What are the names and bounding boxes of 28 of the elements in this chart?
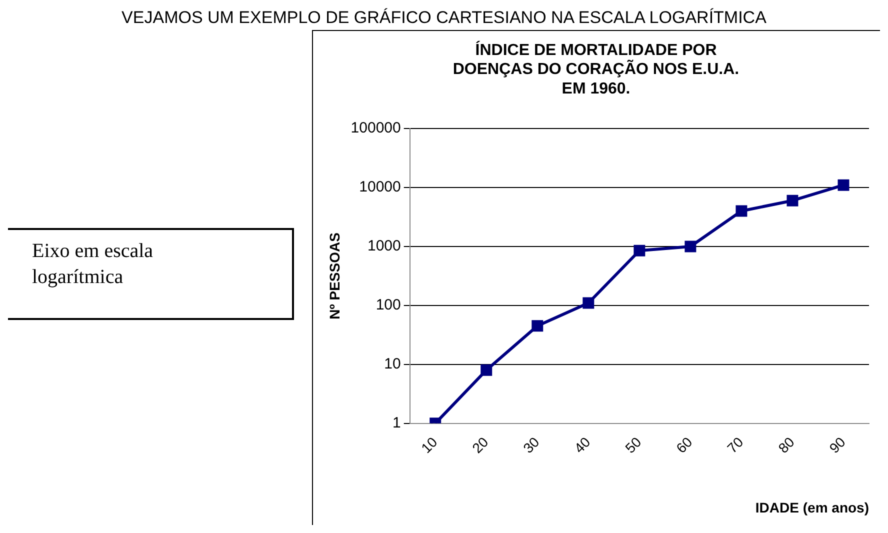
x-tick-label: 50 bbox=[622, 434, 644, 456]
y-tick-label: 100 bbox=[376, 296, 401, 314]
chart-title: ÍNDICE DE MORTALIDADE POR DOENÇAS DO CORAÇÃO NOS E.U.A. EM 1960. bbox=[452, 40, 740, 98]
text: Eixo em escala logarítmica bbox=[6, 228, 294, 320]
x-tick-label: 20 bbox=[468, 434, 492, 456]
x-tick-label: 30 bbox=[520, 434, 542, 456]
y-tick-label: 10 bbox=[384, 356, 401, 373]
y-axis-title: Nº PESSOAS bbox=[326, 232, 342, 320]
point bbox=[634, 244, 646, 256]
text: VEJAMOS UM EXEMPLO DE GRÁFICO CARTESIANO NA ESCALA LOGARÍTMICA bbox=[120, 8, 768, 28]
point bbox=[480, 364, 492, 376]
y-tick-label: 1 bbox=[392, 414, 401, 432]
x-tick-label: 40 bbox=[570, 434, 594, 456]
point bbox=[786, 194, 798, 206]
y-tick-label: 100000 bbox=[350, 120, 401, 137]
x-axis-title: IDADE (em anos) bbox=[755, 499, 869, 516]
y-tick-label: 1000 bbox=[367, 238, 401, 255]
point bbox=[838, 179, 850, 191]
x-tick-label: 10 bbox=[418, 434, 440, 456]
point bbox=[684, 240, 696, 252]
point bbox=[736, 205, 748, 217]
point bbox=[532, 320, 544, 332]
x-tick-label: 70 bbox=[724, 434, 746, 456]
x-tick-label: 60 bbox=[672, 434, 696, 456]
point bbox=[582, 297, 594, 309]
y-tick-label: 10000 bbox=[359, 178, 401, 196]
x-tick-label: 80 bbox=[774, 434, 798, 456]
x-tick-label: 90 bbox=[826, 434, 848, 456]
